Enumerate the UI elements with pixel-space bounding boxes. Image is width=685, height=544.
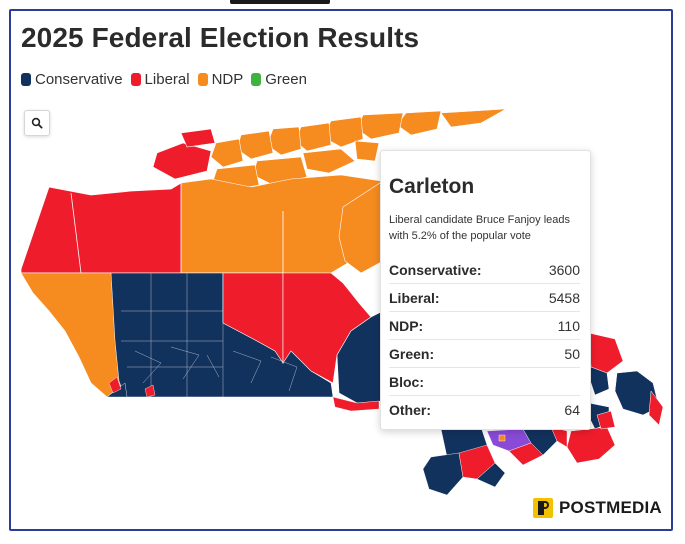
vote-label: Other: [389, 401, 431, 418]
vote-label: Green: [389, 345, 435, 362]
territorial-boundary [70, 192, 284, 274]
top-edge-tab [230, 0, 330, 4]
search-icon [31, 117, 43, 129]
arctic-islands[interactable] [210, 108, 507, 192]
vote-label: NDP: [389, 317, 424, 334]
riding-tooltip: Carleton Liberal candidate Bruce Fanjoy … [380, 150, 591, 430]
vote-count: 64 [564, 401, 580, 418]
riding-name: Carleton [389, 175, 475, 198]
ndp-swatch [197, 73, 208, 86]
vote-count: 50 [564, 345, 580, 362]
legend-label: NDP [211, 71, 244, 88]
vote-label: Liberal: [389, 289, 440, 306]
search-button[interactable] [24, 110, 50, 136]
atlantic-canada[interactable] [566, 332, 664, 464]
southern-bc-ridings[interactable] [106, 376, 156, 398]
vote-count: 110 [557, 317, 580, 334]
legend-label: Liberal [144, 71, 190, 88]
party-legend: Conservative Liberal NDP Green [21, 71, 315, 88]
vote-count: 5458 [548, 289, 580, 306]
legend-item-conservative: Conservative [21, 71, 123, 88]
vote-row-green: Green: 50 [389, 340, 580, 368]
legend-item-ndp: NDP [197, 71, 244, 88]
vote-label: Conservative: [389, 261, 482, 278]
postmedia-logo-icon [533, 498, 553, 518]
southern-quebec-ontario[interactable] [422, 426, 568, 496]
election-map-widget: 2025 Federal Election Results Conservati… [9, 9, 673, 531]
green-swatch [251, 73, 262, 86]
brand-name: POSTMEDIA [559, 498, 662, 517]
vote-row-bloc: Bloc: [389, 368, 580, 396]
riding-description: Liberal candidate Bruce Fanjoy leads wit… [389, 214, 571, 242]
legend-item-green: Green [251, 71, 307, 88]
southern-ontario-coast[interactable] [332, 396, 380, 412]
conservative-swatch [21, 73, 31, 86]
vote-label: Bloc: [389, 373, 424, 390]
vote-table: Conservative: 3600 Liberal: 5458 NDP: 11… [389, 256, 580, 423]
vote-count: 3600 [548, 261, 580, 278]
vote-row-liberal: Liberal: 5458 [389, 284, 580, 312]
western-arctic-islands[interactable] [152, 128, 216, 180]
british-columbia[interactable] [20, 272, 126, 398]
legend-item-liberal: Liberal [130, 71, 190, 88]
liberal-swatch [130, 73, 141, 86]
legend-label: Conservative [35, 71, 123, 88]
legend-label: Green [265, 71, 307, 88]
page-title: 2025 Federal Election Results [21, 22, 420, 53]
canada-riding-map[interactable] [11, 11, 671, 529]
vote-row-conservative: Conservative: 3600 [389, 256, 580, 284]
postmedia-brand[interactable]: POSTMEDIA [533, 498, 662, 518]
vote-row-other: Other: 64 [389, 396, 580, 423]
vote-row-ndp: NDP: 110 [389, 312, 580, 340]
